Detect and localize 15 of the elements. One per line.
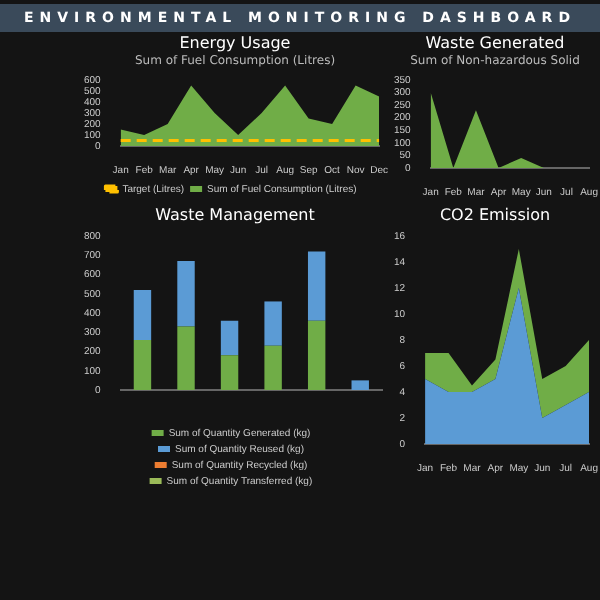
bar: [133, 339, 152, 390]
bar: [307, 251, 326, 321]
chart-title: Energy Usage: [177, 34, 293, 54]
bar: [220, 320, 239, 356]
bar: [177, 326, 195, 390]
chart-title: Waste Generated: [423, 34, 567, 54]
bar: [177, 261, 195, 327]
bar: [264, 345, 282, 390]
bar: [220, 355, 239, 390]
chart-title: Waste Management: [153, 206, 317, 226]
bar: [264, 301, 282, 346]
bar: [351, 380, 369, 390]
bar: [307, 320, 326, 390]
bar: [133, 289, 152, 340]
chart-title: CO2 Emission: [437, 206, 553, 226]
